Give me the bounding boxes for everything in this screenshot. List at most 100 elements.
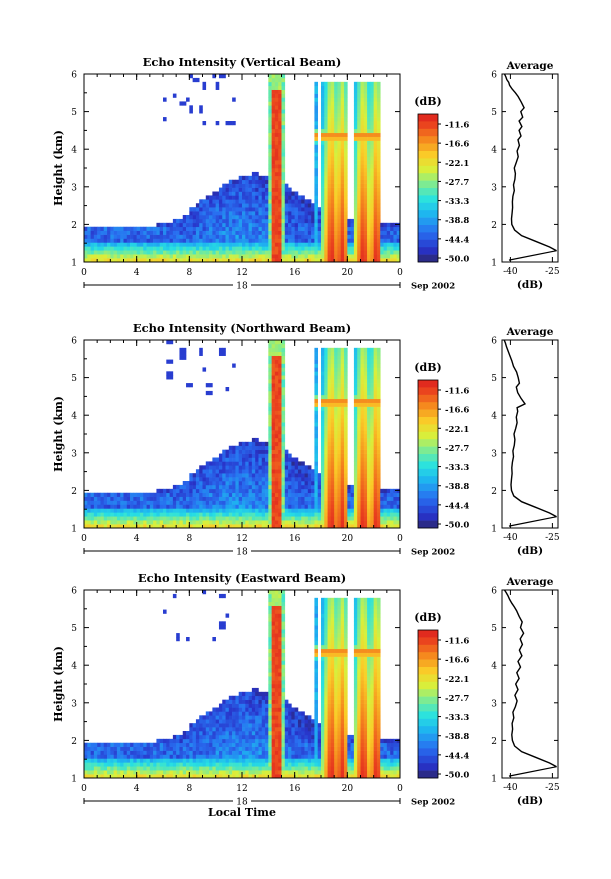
heatmap-cell bbox=[341, 254, 345, 258]
heatmap-cell bbox=[262, 184, 266, 188]
heatmap-cell bbox=[367, 192, 371, 196]
heatmap-cell bbox=[337, 438, 341, 442]
heatmap-cell bbox=[196, 762, 200, 766]
heatmap-cell bbox=[367, 211, 371, 215]
heatmap-cell bbox=[222, 242, 226, 246]
heatmap-cell bbox=[242, 485, 246, 489]
heatmap-cell bbox=[252, 512, 256, 516]
heatmap-cell bbox=[354, 407, 358, 411]
heatmap-cell bbox=[364, 117, 368, 121]
heatmap-cell bbox=[193, 473, 197, 477]
heatmap-cell bbox=[288, 497, 292, 501]
heatmap-cell bbox=[97, 520, 101, 524]
heatmap-cell bbox=[97, 747, 101, 751]
heatmap-cell bbox=[377, 454, 381, 458]
heatmap-cell bbox=[117, 743, 121, 747]
heatmap-cell bbox=[318, 211, 322, 215]
heatmap-cell bbox=[170, 497, 174, 501]
heatmap-cell bbox=[361, 152, 365, 156]
heatmap-cell bbox=[324, 113, 328, 117]
heatmap-cell bbox=[143, 246, 147, 250]
heatmap-cell bbox=[272, 133, 276, 137]
heatmap-cell bbox=[163, 516, 167, 520]
heatmap-cell bbox=[229, 235, 233, 239]
heatmap-cell bbox=[328, 192, 332, 196]
heatmap-cell bbox=[370, 246, 374, 250]
heatmap-cell bbox=[143, 250, 147, 254]
heatmap-cell bbox=[282, 176, 286, 180]
heatmap-cell bbox=[324, 371, 328, 375]
heatmap-cell bbox=[380, 231, 384, 235]
colorbar-label: -27.7 bbox=[445, 178, 469, 188]
heatmap-cell bbox=[232, 481, 236, 485]
heatmap-cell bbox=[179, 735, 183, 739]
heatmap-cell bbox=[120, 508, 124, 512]
heatmap-cell bbox=[357, 98, 361, 102]
heatmap-cell bbox=[272, 383, 276, 387]
heatmap-cell bbox=[337, 399, 341, 403]
heatmap-cell bbox=[321, 148, 325, 152]
heatmap-cell bbox=[97, 242, 101, 246]
y-tick-label: 3 bbox=[71, 449, 77, 459]
heatmap-cell bbox=[209, 731, 213, 735]
heatmap-cell bbox=[354, 250, 358, 254]
heatmap-cell bbox=[390, 223, 394, 227]
heatmap-cell bbox=[209, 461, 213, 465]
heatmap-cell bbox=[87, 762, 91, 766]
heatmap-cell bbox=[212, 727, 216, 731]
heatmap-cell bbox=[94, 508, 98, 512]
heatmap-cell bbox=[275, 356, 279, 360]
colorbar-label: -44.4 bbox=[445, 501, 469, 511]
heatmap-cell bbox=[298, 465, 302, 469]
heatmap-cell bbox=[308, 250, 312, 254]
heatmap-cell bbox=[278, 168, 282, 172]
heatmap-cell bbox=[255, 207, 259, 211]
heatmap-cell bbox=[311, 231, 315, 235]
heatmap-cell bbox=[364, 231, 368, 235]
heatmap-cell bbox=[268, 168, 272, 172]
heatmap-cell bbox=[209, 520, 213, 524]
heatmap-cell bbox=[347, 242, 351, 246]
heatmap-cell bbox=[173, 497, 177, 501]
heatmap-cell bbox=[301, 481, 305, 485]
heatmap-cell bbox=[124, 770, 128, 774]
heatmap-cell bbox=[147, 493, 151, 497]
heatmap-cell bbox=[226, 762, 230, 766]
heatmap-cell bbox=[344, 446, 348, 450]
heatmap-cell bbox=[393, 246, 397, 250]
heatmap-cell bbox=[176, 508, 180, 512]
heatmap-cell bbox=[361, 211, 365, 215]
heatmap-cell bbox=[242, 192, 246, 196]
heatmap-cell bbox=[183, 731, 187, 735]
heatmap-cell bbox=[334, 137, 338, 141]
heatmap-cell bbox=[206, 383, 210, 387]
heatmap-cell bbox=[321, 113, 325, 117]
heatmap-cell bbox=[377, 505, 381, 509]
heatmap-cell bbox=[222, 481, 226, 485]
heatmap-cell bbox=[275, 414, 279, 418]
heatmap-cell bbox=[364, 109, 368, 113]
heatmap-cell bbox=[374, 458, 378, 462]
heatmap-cell bbox=[298, 223, 302, 227]
heatmap-cell bbox=[357, 145, 361, 149]
heatmap-cell bbox=[331, 356, 335, 360]
heatmap-cell bbox=[324, 364, 328, 368]
heatmap-cell bbox=[226, 493, 230, 497]
heatmap-cell bbox=[291, 246, 295, 250]
heatmap-cell bbox=[94, 227, 98, 231]
heatmap-cell bbox=[130, 766, 134, 770]
heatmap-cell bbox=[337, 356, 341, 360]
heatmap-cell bbox=[331, 438, 335, 442]
heatmap-cell bbox=[275, 215, 279, 219]
heatmap-cell bbox=[377, 387, 381, 391]
heatmap-cell bbox=[255, 489, 259, 493]
average-y-tick-label: 2 bbox=[491, 487, 497, 497]
heatmap-cell bbox=[176, 762, 180, 766]
heatmap-cell bbox=[321, 391, 325, 395]
heatmap-cell bbox=[291, 227, 295, 231]
heatmap-cell bbox=[216, 203, 220, 207]
heatmap-cell bbox=[324, 399, 328, 403]
heatmap-cell bbox=[268, 340, 272, 344]
heatmap-cell bbox=[222, 621, 226, 625]
heatmap-cell bbox=[143, 508, 147, 512]
